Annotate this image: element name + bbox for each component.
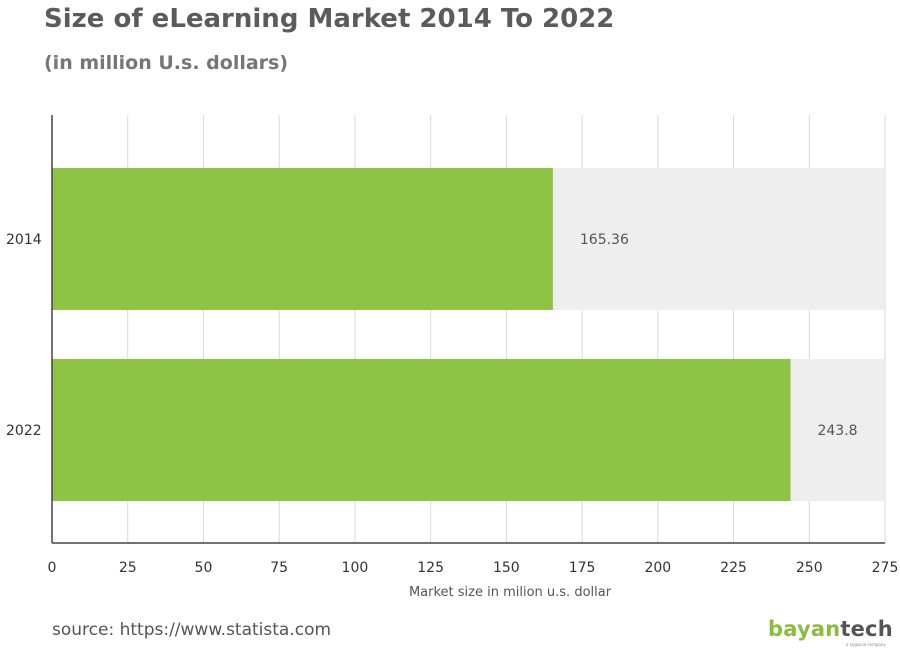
x-tick-label: 175: [569, 560, 596, 576]
brand-logo: bayantech: [768, 617, 893, 641]
x-tick-label: 225: [720, 560, 747, 576]
category-label: 2014: [6, 232, 42, 248]
logo-part-1: bayan: [768, 617, 841, 641]
data-label: 243.8: [817, 423, 857, 439]
x-axis-title: Market size in milion u.s. dollar: [409, 585, 612, 600]
x-tick-label: 275: [872, 560, 899, 576]
x-tick-label: 200: [644, 560, 671, 576]
x-tick-label: 0: [48, 560, 57, 576]
data-label: 165.36: [580, 232, 629, 248]
source-note: source: https://www.statista.com: [52, 620, 332, 640]
x-tick-label: 125: [417, 560, 444, 576]
bar: [52, 359, 791, 501]
chart-title: Size of eLearning Market 2014 To 2022: [44, 4, 615, 34]
x-tick-label: 25: [119, 560, 137, 576]
x-tick-label: 250: [796, 560, 823, 576]
x-tick-label: 75: [270, 560, 288, 576]
x-tick-label: 150: [493, 560, 520, 576]
x-tick-label: 100: [342, 560, 369, 576]
logo-part-2: tech: [840, 617, 893, 641]
logo-tagline: a Logixcal company: [846, 642, 886, 647]
bar: [52, 168, 553, 310]
x-tick-label: 50: [195, 560, 213, 576]
chart-subtitle: (in million U.s. dollars): [44, 52, 289, 74]
category-label: 2022: [6, 423, 42, 439]
